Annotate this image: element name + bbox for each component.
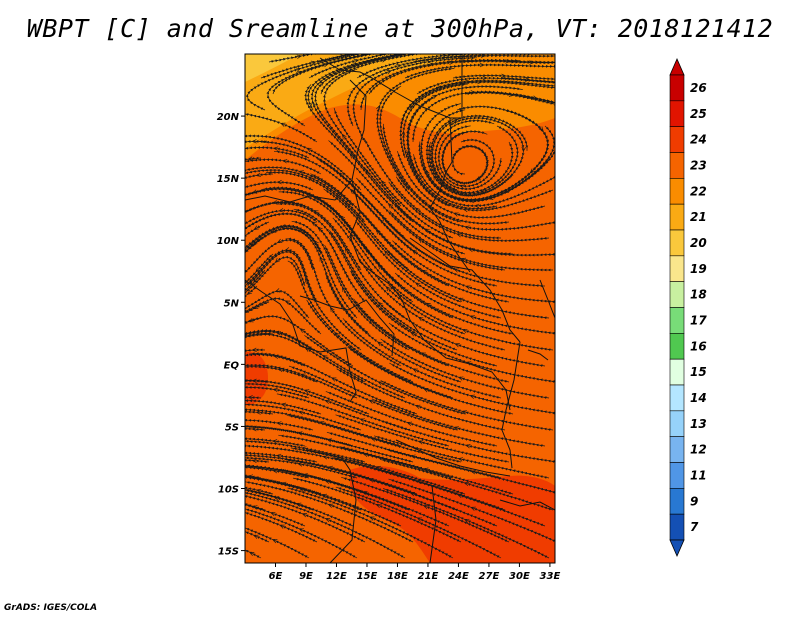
streamlines — [245, 54, 555, 559]
map-frame — [244, 53, 556, 564]
lon-tick-label: 33E — [540, 571, 561, 582]
colorbar-label: 23 — [690, 158, 707, 172]
colorbar-swatch — [669, 152, 685, 179]
colorbar-label: 22 — [690, 184, 707, 198]
colorbar-label: 15 — [690, 365, 707, 379]
streamline — [382, 488, 550, 559]
grads-credit: GrADS: IGES/COLA — [4, 603, 98, 613]
colorbar-label: 14 — [690, 391, 707, 405]
colorbar-swatch — [669, 100, 685, 127]
colorbar-label: 9 — [690, 494, 698, 508]
lon-tick-label: 9E — [299, 571, 313, 582]
longitude-axis: 6E 9E 12E 15E 18E 21E 24E 27E 30E 33E — [269, 563, 561, 582]
colorbar-label: 19 — [690, 262, 707, 276]
streamline-arrow — [280, 122, 286, 127]
lon-tick-label: 18E — [387, 571, 408, 582]
colorbar-label: 11 — [690, 468, 707, 482]
lon-tick-label: 21E — [418, 571, 439, 582]
colorbar-swatch — [669, 74, 685, 102]
colorbar-label: 25 — [690, 107, 707, 121]
colorbar-bottom-arrow — [669, 539, 685, 557]
colorbar-swatch — [669, 462, 685, 489]
lat-tick-label: 5S — [225, 422, 239, 433]
colorbar-swatch — [669, 513, 685, 541]
lat-tick-label: EQ — [224, 360, 240, 371]
lat-tick-label: 15S — [218, 547, 239, 558]
map-plot-area — [245, 54, 555, 563]
colorbar-swatch — [669, 384, 685, 412]
lon-tick-label: 30E — [509, 571, 530, 582]
lon-tick-label: 6E — [269, 571, 283, 582]
lon-tick-label: 24E — [448, 571, 469, 582]
colorbar-label: 7 — [690, 520, 699, 534]
colorbar-label: 26 — [690, 81, 707, 95]
colorbar-swatch — [669, 126, 685, 153]
colorbar-top-arrow — [669, 58, 685, 76]
colorbar-swatch — [669, 410, 685, 437]
lon-tick-label: 12E — [326, 571, 347, 582]
colorbar-label: 24 — [690, 133, 707, 147]
colorbar-swatch — [669, 255, 685, 282]
colorbar-swatch — [669, 178, 685, 205]
lat-tick-label: 20N — [217, 112, 240, 123]
colorbar-label: 13 — [690, 417, 707, 431]
colorbar-swatch — [669, 358, 685, 386]
latitude-axis: 20N 15N 10N 5N EQ 5S 10S 15S — [217, 112, 245, 558]
colorbar-label: 17 — [690, 313, 707, 327]
streamline-arrow — [297, 70, 303, 75]
colorbar-swatch — [669, 281, 685, 308]
colorbar-swatch — [669, 203, 685, 231]
colorbar-label: 20 — [690, 236, 707, 250]
colorbar-swatch — [669, 436, 685, 463]
streamline-arrow — [464, 518, 470, 524]
colorbar-label: 21 — [690, 210, 707, 224]
colorbar-label: 12 — [690, 443, 707, 457]
lat-tick-label: 15N — [217, 174, 240, 185]
lat-tick-label: 10N — [217, 236, 240, 247]
lat-tick-label: 10S — [218, 485, 239, 496]
colorbar-swatch — [669, 229, 685, 257]
colorbar-swatch — [669, 307, 685, 334]
chart-title: WBPT [C] and Sreamline at 300hPa, VT: 20… — [26, 14, 774, 43]
lat-tick-label: 5N — [224, 298, 240, 309]
colorbar-label: 18 — [690, 288, 707, 302]
colorbar-swatch — [669, 333, 685, 360]
colorbar: 26 25 24 23 22 21 20 19 18 17 16 15 14 13 12 11 9 7 — [669, 58, 707, 557]
lon-tick-label: 15E — [357, 571, 378, 582]
colorbar-label: 16 — [690, 339, 707, 353]
lon-tick-label: 27E — [479, 571, 500, 582]
colorbar-swatch — [669, 488, 685, 515]
